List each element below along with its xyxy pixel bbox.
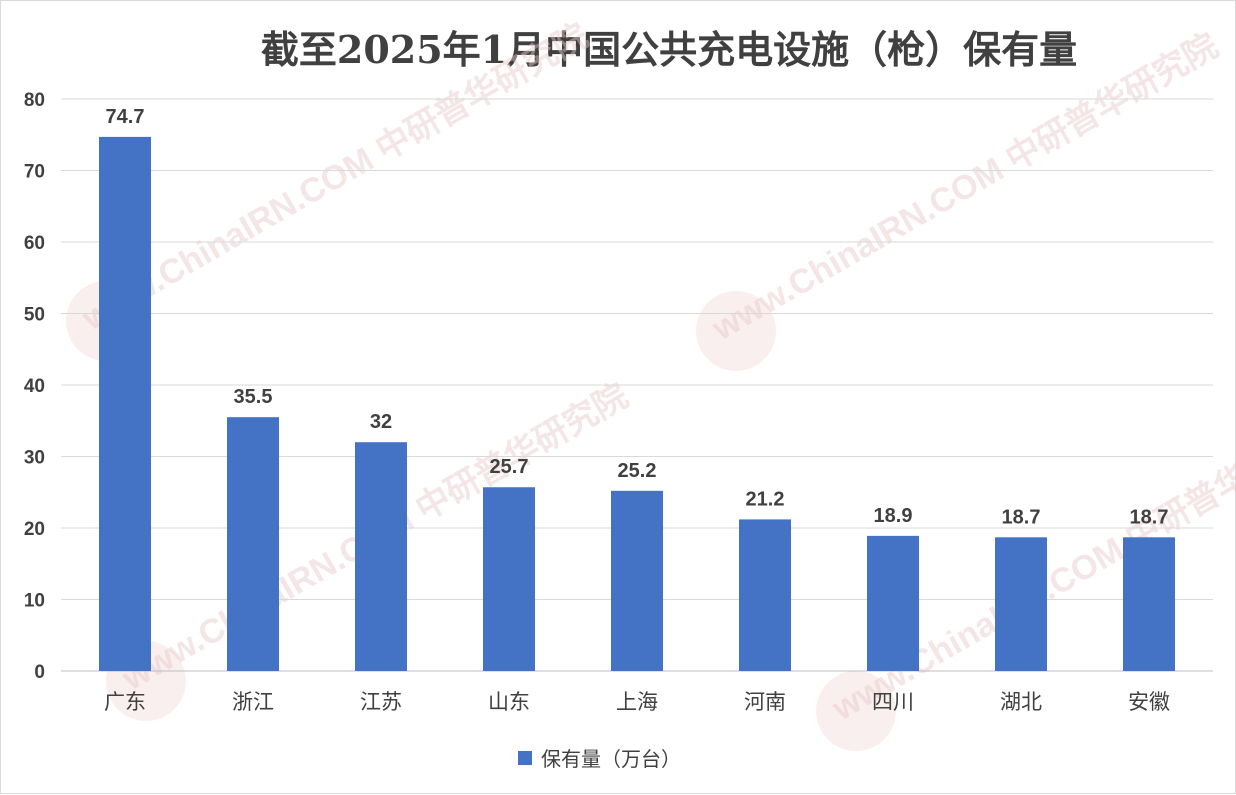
data-label: 21.2 [746, 488, 785, 510]
x-tick-label: 四川 [872, 690, 914, 714]
y-tick-label: 80 [24, 90, 45, 111]
x-tick-label: 上海 [616, 690, 658, 714]
watermark-logo [816, 671, 896, 751]
y-axis-ticks: 0 10 20 30 40 50 60 70 80 [24, 90, 45, 683]
data-label: 32 [370, 411, 392, 433]
data-label: 25.2 [618, 460, 657, 482]
x-axis-ticks: 广东 浙江 江苏 山东 上海 河南 四川 湖北 安徽 [104, 690, 1170, 714]
bar [995, 537, 1047, 671]
x-tick-label: 安徽 [1128, 690, 1170, 714]
data-labels: 74.7 35.5 32 25.7 25.2 21.2 18.9 18.7 18.7 [106, 106, 1169, 528]
y-tick-label: 40 [24, 376, 45, 397]
y-tick-label: 60 [24, 233, 45, 254]
bar [227, 417, 279, 671]
x-tick-label: 广东 [104, 690, 146, 714]
watermark-logo [696, 291, 776, 371]
bar [355, 442, 407, 671]
x-tick-label: 河南 [744, 690, 786, 714]
bar [867, 535, 919, 671]
y-tick-label: 70 [24, 162, 45, 183]
bar [611, 490, 663, 671]
y-tick-label: 30 [24, 448, 45, 469]
bar [1123, 537, 1175, 671]
bars [99, 136, 1175, 671]
data-label: 18.7 [1002, 506, 1041, 528]
y-tick-label: 50 [24, 305, 45, 326]
bar [739, 519, 791, 671]
x-tick-label: 湖北 [1000, 690, 1042, 714]
legend: 保有量（万台） [518, 747, 681, 771]
x-tick-label: 浙江 [232, 690, 274, 714]
chart-title: 截至2025年1月中国公共充电设施（枪）保有量 [261, 27, 1077, 72]
legend-label: 保有量（万台） [541, 747, 681, 771]
watermark-text: www.ChinaIRN.COM 中研普华研究院 [705, 26, 1225, 349]
data-label: 35.5 [234, 386, 273, 408]
legend-swatch [518, 751, 532, 765]
y-tick-label: 0 [34, 662, 45, 683]
data-label: 25.7 [490, 456, 529, 478]
data-label: 74.7 [106, 106, 145, 128]
data-label: 18.7 [1130, 506, 1169, 528]
y-tick-label: 10 [24, 591, 45, 612]
bar [483, 487, 535, 671]
x-tick-label: 山东 [488, 690, 530, 714]
data-label: 18.9 [874, 505, 913, 527]
bar [99, 136, 151, 671]
y-tick-label: 20 [24, 519, 45, 540]
x-tick-label: 江苏 [360, 690, 402, 714]
